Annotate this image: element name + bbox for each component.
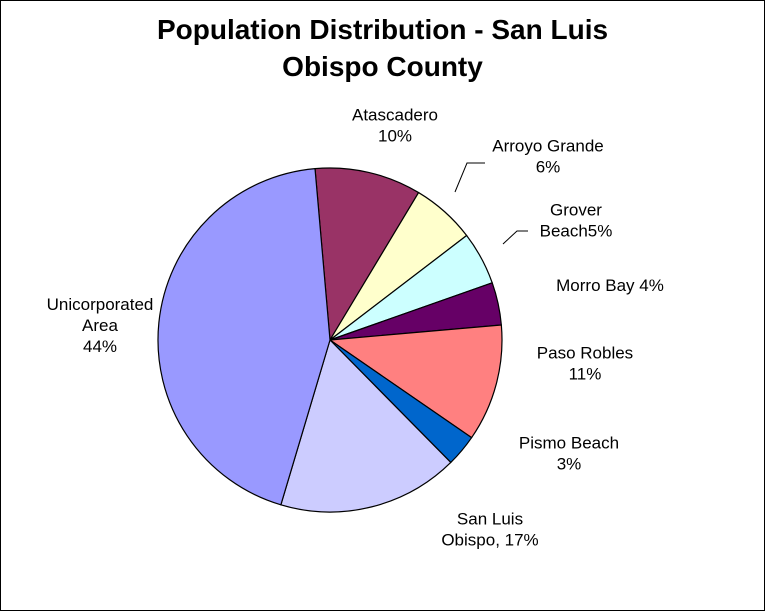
- slice-label-line: 11%: [569, 365, 602, 384]
- slice-label-line: Unicorporated: [47, 295, 154, 314]
- slice-label-line: San Luis: [457, 510, 523, 529]
- pie-slice-san-luis-obispo: [280, 339, 452, 513]
- slice-label-line: Morro Bay 4%: [556, 276, 664, 295]
- slice-label-line: Pismo Beach: [519, 434, 619, 453]
- slice-label-line: Paso Robles: [537, 344, 633, 363]
- pie-slice-paso-robles: [329, 324, 503, 439]
- slice-label-pismo-beach: Pismo Beach 3%: [519, 434, 619, 474]
- slice-label-grover-beach: Grover Beach5%: [540, 201, 613, 241]
- slice-label-line: Grover: [550, 201, 602, 220]
- pie-slices: [157, 167, 503, 513]
- slice-label-line: 6%: [536, 158, 561, 177]
- leader-line-arroyo-grande: [454, 162, 485, 193]
- slice-label-line: Beach5%: [540, 222, 613, 241]
- slice-label-unicorporated-area: Unicorporated Area 44%: [47, 295, 154, 356]
- chart-title: Population Distribution - San Luis Obisp…: [0, 11, 765, 85]
- slice-label-atascadero: Atascadero 10%: [352, 106, 438, 146]
- slice-label-paso-robles: Paso Robles 11%: [537, 344, 633, 384]
- slice-label-san-luis-obispo: San Luis Obispo, 17%: [441, 510, 538, 550]
- slice-label-line: Arroyo Grande: [492, 137, 604, 156]
- slice-label-line: 10%: [378, 127, 412, 146]
- slice-label-arroyo-grande: Arroyo Grande 6%: [492, 137, 604, 177]
- chart-title-line-2: Obispo County: [282, 51, 483, 82]
- chart-title-line-1: Population Distribution - San Luis: [156, 14, 609, 45]
- leader-lines: [454, 162, 528, 245]
- slice-label-morro-bay: Morro Bay 4%: [556, 276, 664, 295]
- slice-labels: Atascadero 10% Arroyo Grande 6% Grover Beach5…: [47, 106, 664, 550]
- leader-line-grover-beach: [502, 230, 528, 245]
- slice-label-line: 3%: [557, 455, 582, 474]
- pie-slice-atascadero: [314, 167, 420, 341]
- slice-label-line: Atascadero: [352, 106, 438, 125]
- slice-label-line: Area: [82, 316, 118, 335]
- slice-label-line: 44%: [83, 337, 117, 356]
- pie-slice-unicorporated-area: [157, 168, 331, 506]
- slice-label-line: Obispo, 17%: [441, 531, 538, 550]
